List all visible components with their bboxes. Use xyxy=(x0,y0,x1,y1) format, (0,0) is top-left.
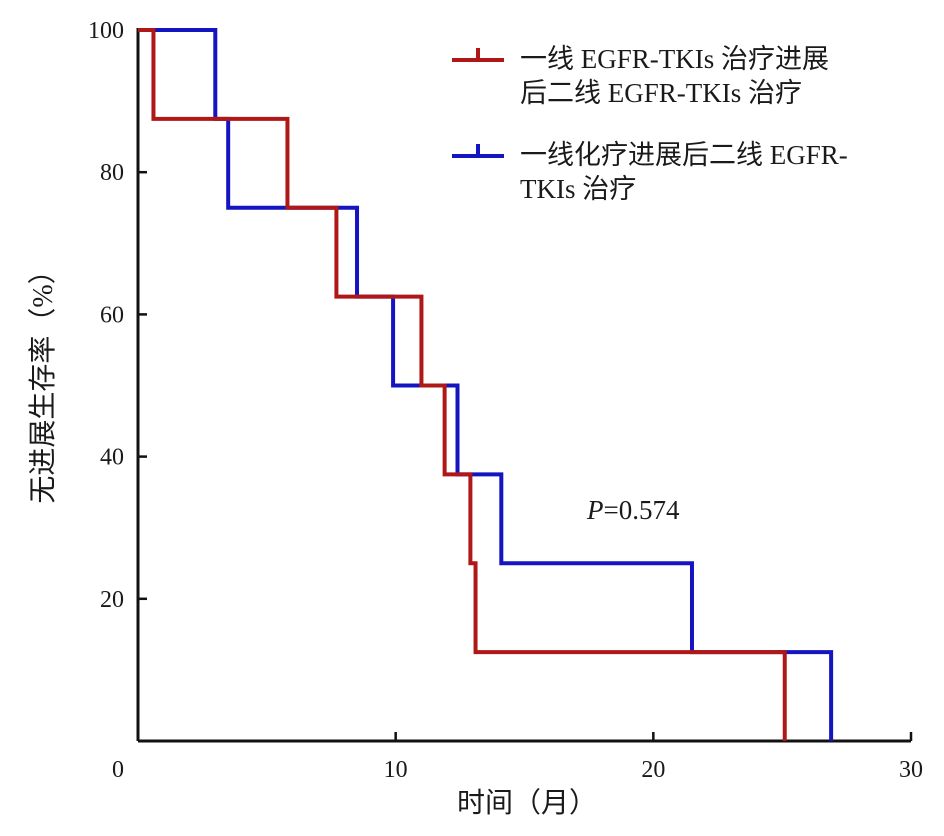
legend-label-1-1: TKIs 治疗 xyxy=(520,174,636,204)
p-value-annotation: P=0.574 xyxy=(586,495,680,525)
legend-label-1-0: 一线化疗进展后二线 EGFR- xyxy=(520,140,848,170)
ticks: 20 40 60 80 100 0 10 20 30 xyxy=(88,18,923,783)
x-tick-label: 20 xyxy=(641,757,665,783)
y-tick-label: 100 xyxy=(88,18,124,44)
legend-label-0-1: 后二线 EGFR-TKIs 治疗 xyxy=(520,78,802,108)
series-layer xyxy=(138,28,834,741)
series-line-0 xyxy=(138,28,787,741)
x-tick-label: 30 xyxy=(899,757,923,783)
p-value-text: =0.574 xyxy=(604,495,680,525)
series-line-1 xyxy=(138,28,834,741)
y-tick-label: 80 xyxy=(100,160,124,186)
x-axis-title: 时间（月） xyxy=(457,787,597,819)
x-tick-label: 0 xyxy=(112,757,124,783)
x-tick-label: 10 xyxy=(384,757,408,783)
labels: 时间（月） 无进展生存率（%） P=0.574 xyxy=(27,256,680,819)
y-tick-label: 60 xyxy=(100,302,124,328)
y-tick-label: 40 xyxy=(100,445,124,471)
legend-label-0-0: 一线 EGFR-TKIs 治疗进展 xyxy=(520,44,829,74)
axes xyxy=(136,28,911,743)
p-value-italic: P xyxy=(586,495,604,525)
y-axis-title: 无进展生存率（%） xyxy=(27,256,59,503)
y-tick-label: 20 xyxy=(100,587,124,613)
